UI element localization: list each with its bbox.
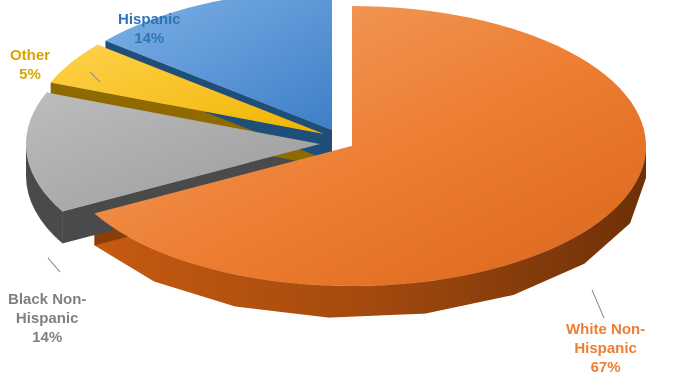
pie-slice-side-black [26, 144, 63, 244]
pie-slice-black [26, 92, 320, 212]
data-label-hispanic-name: Hispanic [118, 11, 181, 28]
leader-line-0 [89, 71, 101, 83]
data-label-black-name-line1: Black Non- [8, 291, 87, 308]
pie-slice-hispanic [105, 0, 332, 130]
pie-slice-white [94, 6, 646, 286]
pie-slice-side-white [94, 146, 646, 318]
leader-line-2 [591, 289, 605, 319]
data-label-other-name: Other [10, 47, 51, 64]
data-label-white: White Non- Hispanic 67% [566, 320, 645, 377]
data-label-white-name-line2: Hispanic [574, 340, 637, 357]
data-label-hispanic: Hispanic 14% [118, 10, 181, 48]
data-label-black: Black Non- Hispanic 14% [8, 290, 86, 347]
data-label-white-value: 67% [590, 359, 621, 376]
data-label-white-name-line1: White Non- [566, 321, 646, 338]
leader-line-1 [47, 257, 61, 273]
data-label-hispanic-value: 14% [134, 30, 165, 47]
pie-slice-other [50, 44, 324, 134]
data-label-other-value: 5% [19, 66, 41, 83]
data-label-black-name-line2: Hispanic [15, 310, 79, 327]
data-label-black-value: 14% [32, 329, 63, 346]
data-label-other: Other 5% [10, 46, 50, 84]
